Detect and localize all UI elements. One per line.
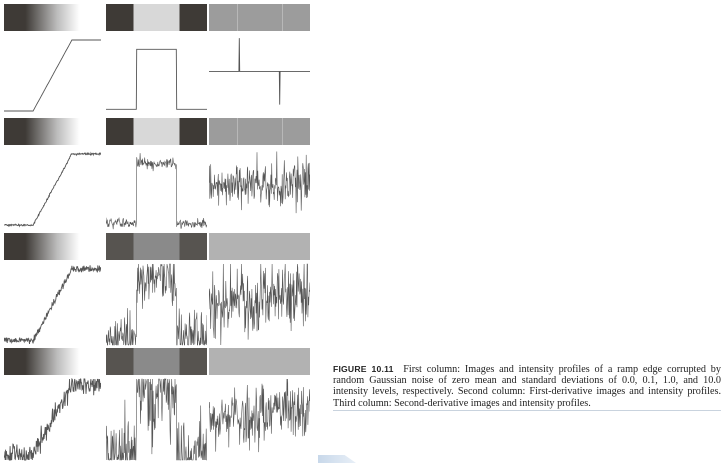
second-derivative-edge-line [237,4,238,31]
figure-caption-text: First column: Images and intensity profi… [333,364,721,409]
first-derivative-profile-noise-1 [106,148,207,231]
second-derivative-edge-line [282,118,283,145]
profile-plot-svg [106,378,207,461]
ramp-edge-profile-noise-2 [4,263,101,346]
profile-line [209,151,310,214]
profile-plot-svg [209,38,310,105]
profile-plot-svg [209,263,310,346]
ramp-edge-image-noise-2 [4,233,101,260]
profile-plot-svg [4,265,101,345]
profile-line [209,263,310,346]
profile-line [106,48,207,110]
second-derivative-profile-noise-2 [209,263,310,346]
ramp-edge-profile-noise-3 [4,378,101,461]
first-derivative-image-noise-2 [106,233,207,260]
profile-line [209,38,310,105]
profile-line [4,265,101,345]
figure-label: FIGURE 10.11 [333,364,394,374]
second-derivative-image-noise-0 [209,4,310,31]
second-derivative-image-noise-3 [209,348,310,375]
first-derivative-profile-noise-3 [106,378,207,461]
second-derivative-profile-noise-3 [209,378,310,461]
first-derivative-profile-noise-0 [106,34,207,117]
profile-plot-svg [106,153,207,230]
caption-rule [333,410,721,411]
profile-plot-svg [209,378,310,453]
profile-line [209,378,310,453]
page-shadow-decoration [318,455,356,463]
second-derivative-profile-noise-0 [209,34,310,117]
profile-line [106,263,207,346]
profile-line [4,378,101,461]
profile-line [106,153,207,230]
ramp-edge-image-noise-0 [4,4,101,31]
first-derivative-image-noise-1 [106,118,207,145]
profile-line [4,151,101,228]
profile-line [106,378,207,461]
first-derivative-image-noise-0 [106,4,207,31]
figure-caption: FIGURE 10.11 First column: Images and in… [333,364,721,409]
profile-plot-svg [106,48,207,110]
ramp-edge-profile-noise-1 [4,148,101,231]
profile-plot-svg [106,263,207,346]
ramp-edge-image-noise-3 [4,348,101,375]
profile-plot-svg [4,39,101,112]
second-derivative-edge-line [237,118,238,145]
ramp-edge-image-noise-1 [4,118,101,145]
second-derivative-image-noise-1 [209,118,310,145]
second-derivative-image-noise-2 [209,233,310,260]
profile-line [4,39,101,112]
first-derivative-image-noise-3 [106,348,207,375]
second-derivative-profile-noise-1 [209,148,310,231]
profile-plot-svg [4,151,101,228]
profile-plot-svg [4,378,101,461]
ramp-edge-profile-noise-0 [4,34,101,117]
second-derivative-edge-line [282,4,283,31]
profile-plot-svg [209,151,310,214]
first-derivative-profile-noise-2 [106,263,207,346]
